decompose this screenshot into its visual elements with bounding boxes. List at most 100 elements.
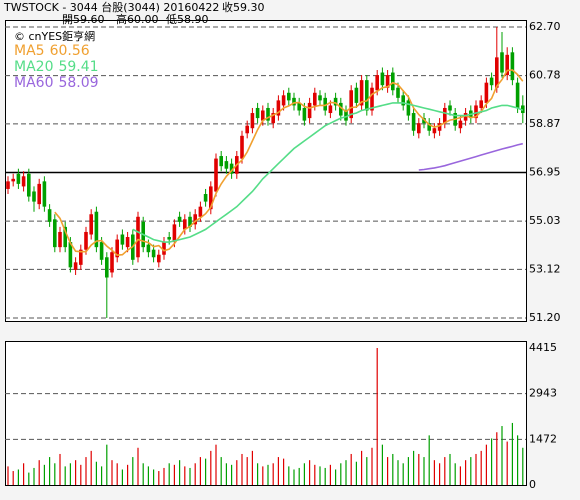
header-high: 高60.00 bbox=[116, 12, 159, 26]
volume-bar bbox=[225, 463, 227, 485]
volume-bar bbox=[168, 463, 170, 485]
volume-bar bbox=[220, 457, 222, 485]
candle-body bbox=[27, 173, 31, 197]
candle-body bbox=[359, 80, 364, 106]
ma-line bbox=[54, 69, 524, 257]
candle-body bbox=[209, 186, 213, 210]
volume-bar bbox=[387, 457, 389, 485]
candle-body bbox=[276, 100, 281, 116]
volume-bar bbox=[121, 469, 123, 485]
candle-body bbox=[365, 80, 369, 111]
candle-body bbox=[271, 113, 275, 124]
candle-body bbox=[6, 181, 10, 189]
candle-body bbox=[63, 226, 67, 248]
candle-body bbox=[198, 206, 203, 217]
volume-bar bbox=[251, 450, 253, 485]
volume-bar bbox=[127, 464, 129, 485]
candle-body bbox=[479, 100, 483, 108]
volume-bar bbox=[371, 447, 373, 485]
volume-bar bbox=[106, 444, 108, 485]
volume-bar bbox=[407, 457, 409, 485]
volume-bar bbox=[293, 469, 295, 485]
candle-body bbox=[474, 105, 478, 119]
header-open: 開59.60 bbox=[62, 13, 105, 26]
y-tick-label: 55.03 bbox=[529, 214, 561, 227]
candle-body bbox=[333, 97, 338, 106]
candle-body bbox=[521, 105, 525, 114]
volume-bar bbox=[345, 460, 347, 485]
candle-body bbox=[437, 123, 442, 131]
candle-body bbox=[188, 216, 192, 227]
volume-bar bbox=[335, 469, 337, 485]
candle-body bbox=[229, 163, 234, 174]
volume-bar bbox=[241, 453, 243, 485]
candle-body bbox=[323, 97, 327, 111]
volume-bar bbox=[163, 467, 165, 485]
candle-body bbox=[47, 209, 52, 222]
volume-bar bbox=[454, 463, 456, 485]
candle-body bbox=[214, 158, 218, 192]
volume-bar bbox=[69, 463, 71, 485]
candle-body bbox=[120, 234, 125, 245]
candle-body bbox=[391, 72, 395, 91]
candle-body bbox=[427, 123, 431, 131]
candle-body bbox=[484, 82, 489, 103]
volume-bar bbox=[491, 438, 493, 485]
volume-bar bbox=[303, 463, 305, 485]
volume-bar bbox=[173, 464, 175, 485]
candle-body bbox=[177, 216, 182, 222]
candle-body bbox=[261, 110, 265, 121]
candle-body bbox=[115, 239, 119, 258]
volume-bar bbox=[501, 426, 503, 485]
volume-bar bbox=[267, 464, 269, 485]
candle-body bbox=[125, 237, 130, 248]
volume-bar bbox=[350, 453, 352, 485]
volume-bar bbox=[449, 453, 451, 485]
candle-body bbox=[21, 176, 26, 187]
candle-body bbox=[297, 102, 301, 111]
legend-name: MA20 bbox=[14, 59, 53, 75]
header-low: 低58.90 bbox=[166, 12, 209, 26]
volume-bar bbox=[153, 469, 155, 485]
candle-body bbox=[380, 72, 385, 86]
candle-body bbox=[89, 214, 93, 235]
volume-bar bbox=[101, 466, 103, 485]
legend-entry: MA20 59.41 bbox=[14, 59, 99, 75]
volume-bar bbox=[7, 466, 9, 485]
y-tick-label: 0 bbox=[529, 478, 536, 491]
candle-body bbox=[318, 95, 322, 101]
candle-body bbox=[458, 120, 463, 129]
candle-body bbox=[505, 54, 509, 76]
volume-bar bbox=[17, 469, 19, 485]
candle-body bbox=[354, 87, 359, 103]
candle-body bbox=[105, 257, 109, 278]
watermark: © cnYES鉅亨網 bbox=[14, 29, 95, 43]
candle-body bbox=[224, 161, 229, 169]
volume-bar bbox=[116, 463, 118, 485]
candle-body bbox=[287, 92, 291, 101]
volume-bar bbox=[54, 463, 56, 485]
candle-body bbox=[266, 107, 270, 121]
volume-bar bbox=[459, 466, 461, 485]
candle-body bbox=[151, 249, 156, 258]
volume-bar bbox=[329, 464, 331, 485]
candle-body bbox=[245, 125, 249, 134]
volume-bar bbox=[298, 467, 300, 485]
volume-bar bbox=[423, 457, 425, 485]
candle-body bbox=[411, 113, 416, 131]
candle-body bbox=[219, 156, 223, 167]
candle-body bbox=[94, 211, 99, 248]
volume-bar bbox=[43, 464, 45, 485]
y-tick-label: 53.12 bbox=[529, 262, 561, 275]
volume-bar bbox=[376, 348, 378, 485]
volume-bar bbox=[272, 463, 274, 485]
volume-bar bbox=[496, 432, 498, 485]
volume-bar bbox=[361, 450, 363, 485]
y-tick-label: 56.95 bbox=[529, 166, 561, 179]
volume-bar bbox=[433, 460, 435, 485]
volume-bar bbox=[288, 466, 290, 485]
candle-body bbox=[240, 135, 244, 159]
legend-value: 58.09 bbox=[58, 75, 98, 91]
